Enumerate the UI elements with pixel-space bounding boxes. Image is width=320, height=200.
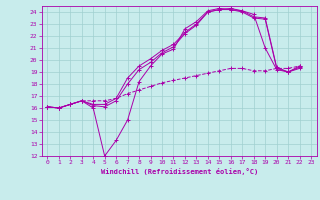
X-axis label: Windchill (Refroidissement éolien,°C): Windchill (Refroidissement éolien,°C) [100,168,258,175]
